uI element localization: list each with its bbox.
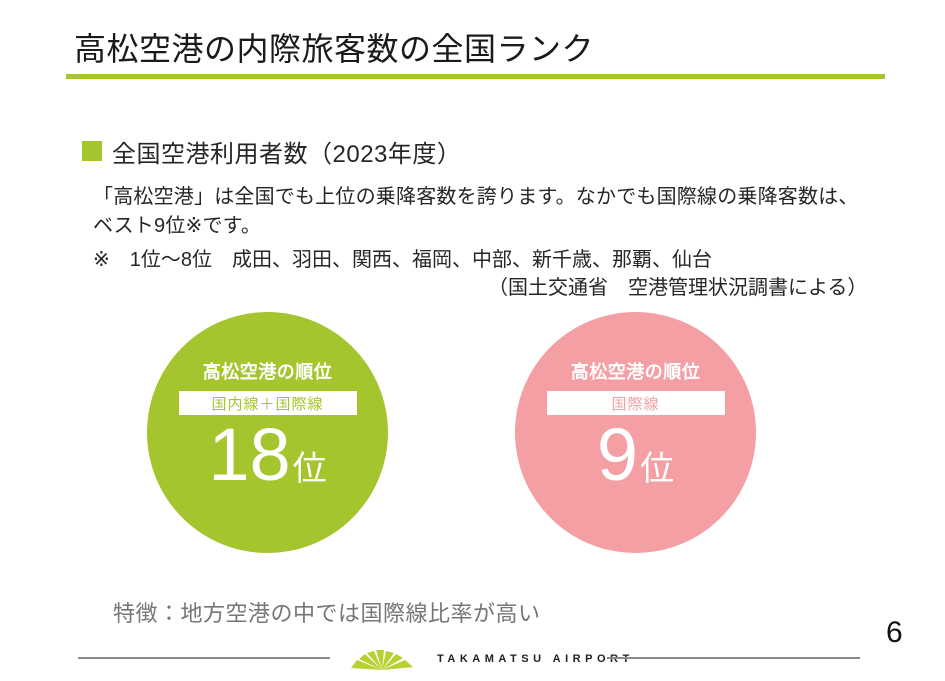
body-text-line1: 「高松空港」は全国でも上位の乗降客数を誇ります。なかでも国際線の乗降客数は、 <box>93 186 859 208</box>
rank-value-row: 18 位 <box>147 418 388 492</box>
rank-number: 18 <box>208 413 291 496</box>
footer-divider-right <box>607 657 860 659</box>
body-text-line2: ベスト9位※です。 <box>93 215 262 237</box>
rank-circle-international: 高松空港の順位 国際線 9 位 <box>515 312 756 553</box>
page-title: 高松空港の内際旅客数の全国ランク <box>74 31 595 67</box>
circle-category-banner: 国際線 <box>546 391 725 415</box>
footer-brand-text: TAKAMATSU AIRPORT <box>437 653 634 665</box>
page-number: 6 <box>886 616 903 649</box>
rank-number: 9 <box>596 413 639 496</box>
circle-label: 高松空港の順位 <box>570 362 701 382</box>
heading-bullet-icon <box>82 141 102 161</box>
title-underline <box>66 74 885 79</box>
rank-unit: 位 <box>292 450 327 488</box>
circle-category-text: 国内線＋国際線 <box>211 395 324 413</box>
rank-value-row: 9 位 <box>515 418 756 492</box>
data-source-note: （国土交通省 空港管理状況調書による） <box>488 277 868 299</box>
rank-circle-domestic-international: 高松空港の順位 国内線＋国際線 18 位 <box>147 312 388 553</box>
takamatsu-airport-fan-logo-icon <box>351 650 413 670</box>
section-heading: 全国空港利用者数（2023年度） <box>112 141 462 168</box>
footer-divider-left <box>78 657 330 659</box>
circle-category-banner: 国内線＋国際線 <box>178 391 357 415</box>
feature-statement: 特徴：地方空港の中では国際線比率が高い <box>113 601 541 626</box>
circle-category-text: 国際線 <box>611 395 660 413</box>
circle-label: 高松空港の順位 <box>202 362 333 382</box>
rank-unit: 位 <box>640 450 675 488</box>
footnote-rankings: ※ 1位～8位 成田、羽田、関西、福岡、中部、新千歳、那覇、仙台 <box>93 249 713 271</box>
